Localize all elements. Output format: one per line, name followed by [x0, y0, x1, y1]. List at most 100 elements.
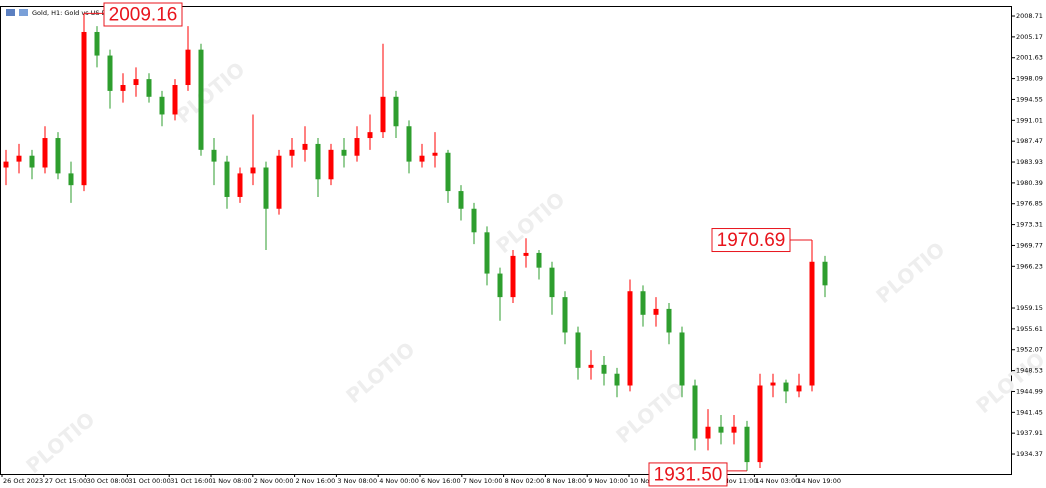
watermark: PLOTIO [871, 237, 949, 308]
annotation-box [711, 228, 791, 253]
x-tick-label: 27 Oct 15:00 [45, 477, 87, 485]
y-tick-label: 1980.39 [1016, 179, 1043, 187]
y-tick-label: 1987.47 [1016, 137, 1043, 145]
watermark: PLOTIO [171, 57, 249, 128]
bar-body [276, 155, 282, 209]
bar-body [679, 332, 685, 386]
x-tick-label: 31 Oct 00:00 [128, 477, 170, 485]
bar-body [198, 49, 204, 150]
y-tick-label: 1991.01 [1016, 116, 1043, 124]
x-tick-label: 8 Nov 02:00 [505, 477, 545, 485]
bar-body [393, 96, 399, 127]
bar-body [172, 85, 178, 115]
chart-icons [6, 9, 28, 16]
bar-body [406, 126, 412, 162]
bar-body [3, 161, 9, 168]
bar-body [471, 208, 477, 233]
bar-body [445, 152, 451, 192]
y-tick-label: 1973.31 [1016, 221, 1043, 229]
bar-body [237, 173, 243, 197]
bar-body [692, 385, 698, 439]
x-tick-label: 3 Nov 08:00 [337, 477, 377, 485]
bar-body [588, 364, 594, 368]
x-tick-label: 26 Oct 2023 [3, 477, 43, 485]
y-tick-label: 2001.63 [1016, 54, 1043, 62]
y-tick-label: 1934.37 [1016, 450, 1043, 458]
y-tick-label: 1969.77 [1016, 241, 1043, 249]
bar-body [146, 79, 152, 97]
bar-body [744, 426, 750, 463]
bar-body [614, 373, 620, 386]
bar-body [809, 261, 815, 386]
x-tick-label: 8 Nov 18:00 [546, 477, 586, 485]
x-tick-label: 31 Oct 16:00 [170, 477, 212, 485]
y-tick-label: 1998.09 [1016, 75, 1043, 83]
bar-body [484, 232, 490, 274]
bar-body [432, 152, 438, 156]
bar-body [458, 191, 464, 209]
bar-body [185, 49, 191, 86]
x-tick-label: 6 Nov 16:00 [421, 477, 461, 485]
bar-body [575, 332, 581, 368]
annotation-label: 1931.50 [654, 464, 723, 485]
chart-title: Gold, H1: Gold vs US Dollar [32, 9, 121, 17]
x-tick-label: 4 Nov 00:00 [379, 477, 419, 485]
bar-body [666, 308, 672, 333]
bar-body [523, 252, 529, 256]
x-tick-label: 13 Nov 11:00 [714, 477, 758, 485]
bar-body [68, 173, 74, 186]
y-tick-label: 2005.17 [1016, 33, 1043, 41]
y-tick-label: 1994.55 [1016, 95, 1043, 103]
bar-body [315, 143, 321, 180]
bar-body [549, 267, 555, 298]
bar-body [497, 273, 503, 298]
bar-body [55, 138, 61, 174]
bar-body [289, 149, 295, 156]
bar-body [757, 385, 763, 463]
watermark: PLOTIO [341, 337, 419, 408]
bar-body [263, 167, 269, 209]
plot-frame [0, 6, 1012, 475]
bar-body [16, 155, 22, 162]
y-tick-label: 1955.61 [1016, 325, 1043, 333]
bar-body [367, 132, 373, 139]
bar-body [640, 291, 646, 315]
x-tick-label: 14 Nov 19:00 [797, 477, 841, 485]
bar-body [341, 149, 347, 156]
x-tick-label: 2 Nov 00:00 [254, 477, 294, 485]
bar-body [562, 297, 568, 333]
bar-body [731, 426, 737, 433]
bar-body [627, 291, 633, 386]
y-tick-label: 1976.85 [1016, 200, 1043, 208]
y-tick-label: 1941.45 [1016, 408, 1043, 416]
bar-body [302, 143, 308, 150]
bar-body [328, 149, 334, 180]
bar-body [380, 96, 386, 133]
annotation-box [103, 2, 183, 27]
bar-body [718, 426, 724, 433]
bar-body [29, 155, 35, 168]
x-tick-label: 9 Nov 10:00 [588, 477, 628, 485]
bar-body [133, 79, 139, 86]
bar-body [107, 55, 113, 91]
x-tick-label: 2 Nov 16:00 [296, 477, 336, 485]
y-tick-label: 1952.07 [1016, 346, 1043, 354]
y-tick-label: 1966.23 [1016, 262, 1043, 270]
bar-body [770, 382, 776, 386]
bar-body [822, 261, 828, 286]
bar-body [94, 31, 100, 56]
bar-body [601, 364, 607, 374]
y-tick-label: 1944.99 [1016, 387, 1043, 395]
y-tick-label: 1937.91 [1016, 429, 1043, 437]
bar-body [354, 138, 360, 156]
bar-body [250, 167, 256, 174]
watermark: PLOTIO [21, 407, 99, 478]
y-tick-label: 1983.93 [1016, 158, 1043, 166]
bar-body [81, 31, 87, 186]
x-tick-label: 1 Nov 08:00 [212, 477, 252, 485]
annotation-label: 1970.69 [717, 230, 786, 251]
bar-body [653, 308, 659, 315]
x-tick-label: 30 Oct 08:00 [87, 477, 129, 485]
y-tick-label: 1959.15 [1016, 304, 1043, 312]
